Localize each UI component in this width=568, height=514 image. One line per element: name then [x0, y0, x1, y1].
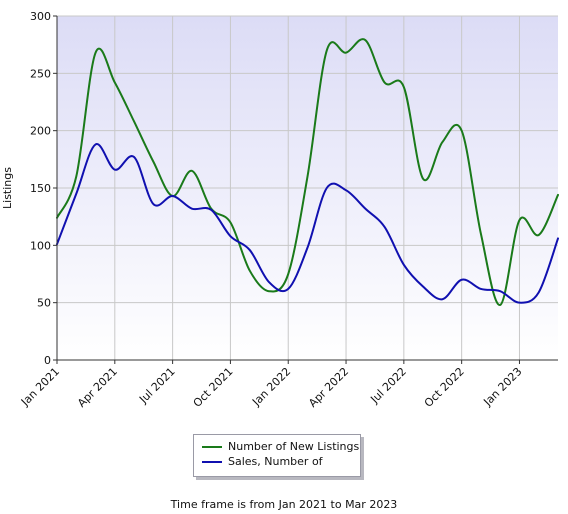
y-tick-label: 0	[44, 354, 51, 367]
y-axis-ticks: 0 50 100 150 200 250 300	[30, 10, 57, 367]
x-tick-label: Apr 2021	[75, 365, 120, 410]
y-tick-label: 250	[30, 67, 51, 80]
x-tick-label: Jan 2021	[18, 365, 62, 409]
legend-label-new-listings: Number of New Listings	[228, 440, 360, 453]
y-tick-label: 300	[30, 10, 51, 23]
legend: Number of New Listings Sales, Number of	[193, 434, 361, 477]
x-tick-label: Jul 2022	[367, 365, 409, 407]
x-tick-label: Apr 2022	[306, 365, 351, 410]
series-line-1	[56, 143, 559, 304]
y-tick-label: 100	[30, 239, 51, 252]
y-tick-label: 200	[30, 125, 51, 138]
x-tick-label: Jan 2022	[249, 365, 293, 409]
series-line-0	[56, 38, 559, 306]
timeframe-caption: Time frame is from Jan 2021 to Mar 2023	[170, 498, 398, 511]
y-axis-label: Listings	[1, 167, 14, 209]
legend-label-sales: Sales, Number of	[228, 455, 323, 468]
x-tick-label: Jul 2021	[136, 365, 178, 407]
y-tick-label: 150	[30, 182, 51, 195]
x-tick-label: Jan 2023	[480, 365, 524, 409]
x-axis-ticks: Jan 2021 Apr 2021 Jul 2021 Oct 2021 Jan 2022…	[18, 360, 525, 410]
legend-item-sales: Sales, Number of	[202, 455, 323, 469]
line-chart: 0 50 100 150 200 250 300 Jan 2021 Apr 2021 Jul 2…	[1, 10, 559, 410]
series-lines	[56, 38, 559, 306]
y-tick-label: 50	[37, 297, 51, 310]
x-tick-label: Oct 2022	[422, 365, 467, 410]
legend-swatch-sales	[202, 461, 222, 463]
x-tick-label: Oct 2021	[191, 365, 236, 410]
legend-item-new-listings: Number of New Listings	[202, 440, 359, 454]
legend-swatch-new-listings	[202, 446, 222, 448]
